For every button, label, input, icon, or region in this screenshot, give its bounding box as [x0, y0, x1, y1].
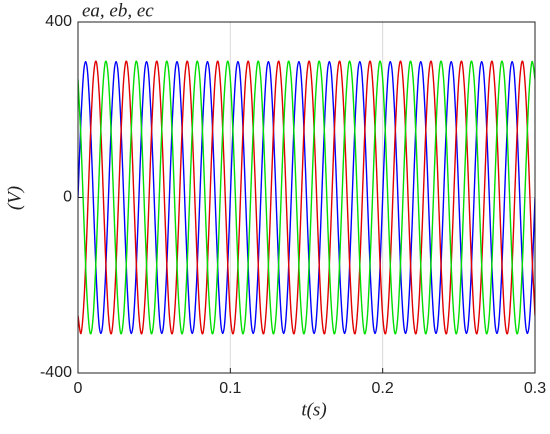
series-line — [78, 60, 535, 335]
y-tick-label: -400 — [40, 364, 72, 381]
chart-title: ea, eb, ec — [82, 0, 154, 21]
y-axis-label: (V) — [4, 186, 25, 210]
series-line — [78, 60, 535, 335]
x-tick-label: 0 — [74, 380, 83, 397]
y-tick-label: 0 — [63, 189, 72, 206]
series-line — [78, 60, 535, 335]
plot-frame — [77, 21, 536, 374]
x-axis-label: t(s) — [301, 399, 326, 420]
x-tick-label: 0.2 — [372, 380, 394, 397]
x-tick-label: 0.1 — [219, 380, 241, 397]
y-tick-label: 400 — [45, 13, 72, 30]
x-tick-label: 0.3 — [524, 380, 546, 397]
